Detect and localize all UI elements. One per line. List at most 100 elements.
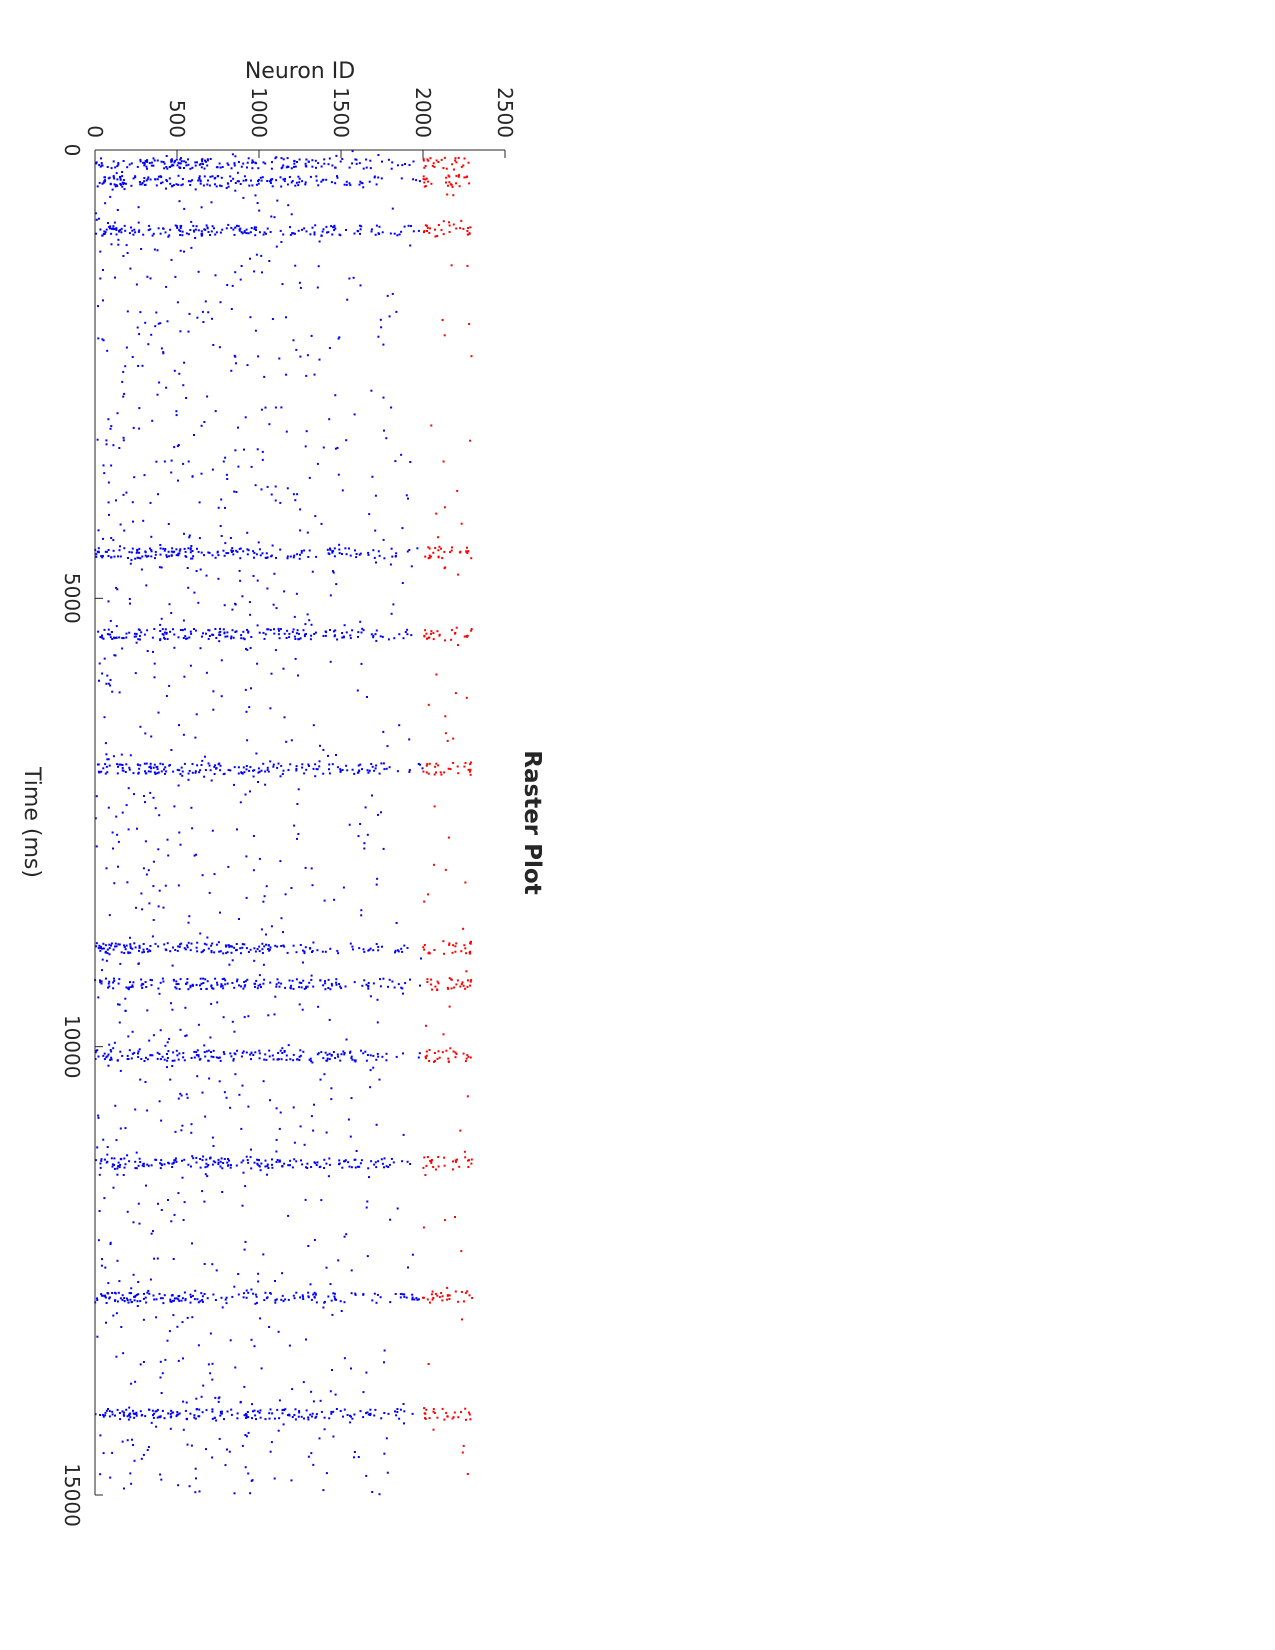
- spike-point: [195, 225, 198, 228]
- spike-point: [362, 1391, 365, 1394]
- spike-point: [343, 1301, 346, 1304]
- spike-point: [256, 948, 259, 950]
- spike-point: [114, 654, 117, 657]
- spike-point: [118, 1280, 121, 1283]
- spike-point: [226, 631, 229, 634]
- spike-point: [158, 1292, 161, 1295]
- spike-point: [257, 355, 260, 358]
- spike-point: [297, 175, 300, 178]
- spike-point: [422, 159, 425, 162]
- spike-point: [119, 229, 122, 231]
- spike-point: [151, 979, 153, 982]
- spike-point: [385, 1059, 388, 1062]
- spike-point: [465, 696, 468, 699]
- spike-point: [365, 983, 368, 986]
- spike-point: [349, 1051, 351, 1054]
- spike-point: [221, 1306, 224, 1309]
- spike-point: [469, 942, 472, 945]
- spike-point: [145, 1301, 148, 1304]
- spike-point: [214, 628, 217, 630]
- spike-point: [225, 552, 228, 555]
- spike-point: [165, 631, 168, 634]
- spike-point: [97, 550, 100, 553]
- spike-point: [452, 944, 455, 947]
- spike-point: [211, 1408, 214, 1411]
- spike-point: [141, 908, 144, 911]
- spike-point: [299, 529, 302, 532]
- spike-point: [105, 765, 108, 768]
- spike-point: [187, 180, 190, 183]
- spike-point: [321, 950, 324, 953]
- spike-point: [212, 1049, 215, 1052]
- spike-point: [316, 949, 319, 952]
- spike-point: [132, 1273, 135, 1276]
- spike-point: [424, 165, 427, 167]
- spike-point: [115, 229, 118, 231]
- spike-point: [150, 164, 153, 167]
- spike-point: [307, 763, 310, 766]
- spike-point: [419, 984, 421, 987]
- spike-point: [343, 1408, 346, 1411]
- spike-point: [224, 944, 227, 947]
- spike-point: [231, 284, 234, 287]
- spike-point: [144, 981, 147, 983]
- spike-point: [260, 488, 263, 491]
- spike-point: [133, 476, 136, 479]
- spike-point: [264, 162, 267, 165]
- spike-point: [249, 790, 251, 793]
- spike-point: [166, 320, 169, 323]
- spike-point: [187, 586, 190, 589]
- spike-point: [203, 228, 206, 231]
- spike-point: [424, 178, 427, 181]
- spike-point: [289, 1058, 292, 1061]
- spike-point: [105, 1302, 108, 1304]
- spike-point: [198, 501, 201, 504]
- spike-point: [221, 1167, 224, 1170]
- spike-point: [195, 1161, 198, 1164]
- spike-point: [345, 553, 348, 556]
- spike-point: [294, 1408, 297, 1411]
- spike-point: [410, 634, 413, 637]
- spike-point: [286, 629, 289, 632]
- spike-point: [305, 374, 308, 377]
- spike-point: [424, 1174, 427, 1176]
- spike-point: [128, 631, 131, 634]
- spike-point: [119, 1050, 122, 1053]
- spike-point: [153, 676, 156, 679]
- spike-point: [237, 225, 240, 228]
- spike-point: [104, 742, 107, 745]
- spike-point: [274, 1299, 277, 1302]
- spike-point: [142, 1361, 145, 1363]
- spike-point: [191, 1242, 193, 1245]
- spike-point: [324, 1051, 327, 1054]
- spike-point: [187, 163, 190, 166]
- spike-point: [190, 806, 193, 809]
- spike-point: [286, 487, 289, 490]
- spike-point: [199, 1158, 202, 1160]
- spike-point: [428, 1417, 431, 1420]
- spike-point: [219, 769, 222, 772]
- spike-point: [466, 635, 468, 638]
- spike-point: [159, 762, 162, 765]
- spike-point: [116, 209, 119, 211]
- spike-point: [235, 549, 238, 552]
- spike-point: [176, 445, 179, 448]
- spike-point: [100, 1294, 103, 1297]
- spike-point: [370, 230, 373, 233]
- spike-point: [259, 176, 262, 179]
- spike-point: [437, 764, 440, 767]
- spike-point: [126, 166, 129, 169]
- spike-point: [300, 1159, 302, 1162]
- spike-point: [367, 551, 370, 554]
- spike-point: [142, 1318, 145, 1321]
- spike-point: [427, 159, 430, 162]
- spike-point: [134, 672, 137, 675]
- spike-point: [235, 943, 238, 945]
- spike-point: [100, 770, 103, 773]
- spike-point: [254, 1051, 257, 1054]
- spike-point: [326, 548, 329, 551]
- spike-point: [444, 732, 447, 735]
- spike-point: [341, 489, 344, 492]
- spike-point: [258, 209, 261, 212]
- spike-point: [99, 949, 102, 952]
